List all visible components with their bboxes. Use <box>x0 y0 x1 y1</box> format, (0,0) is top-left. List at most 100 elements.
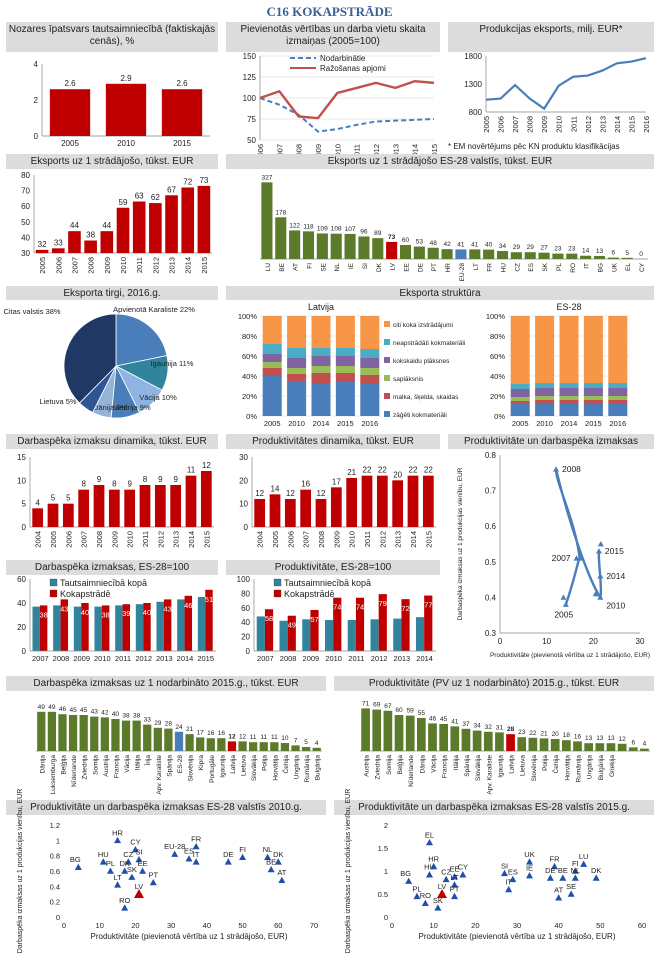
bar <box>405 715 415 751</box>
point-label: SI <box>501 861 508 870</box>
bar <box>217 738 226 751</box>
bar <box>47 711 57 751</box>
data-label: 14 <box>582 248 590 255</box>
stack-segment <box>608 396 628 400</box>
bar <box>122 604 131 651</box>
y-tick-label: 50 <box>21 218 30 227</box>
x-tick-label: 2015 <box>424 531 433 548</box>
stack-segment <box>360 368 380 375</box>
x-tick-label: Austrija <box>364 755 371 777</box>
stack-segment <box>559 316 579 383</box>
bar <box>289 230 301 259</box>
bar <box>62 503 74 527</box>
x-tick-label: 2007 <box>257 654 274 663</box>
legend-swatch <box>49 589 58 598</box>
data-label: 29 <box>513 244 521 251</box>
data-label: 12 <box>255 489 264 498</box>
y-tick-label: 0 <box>246 647 251 656</box>
x-tick-label: PT <box>431 263 438 271</box>
bar <box>640 748 649 751</box>
data-label: 67 <box>167 185 176 194</box>
data-label: 12 <box>239 733 247 740</box>
data-label: 73 <box>199 176 208 185</box>
y-tick-label: 1 <box>384 867 388 876</box>
point-label: IT <box>505 877 512 886</box>
point-label: SE <box>566 882 576 891</box>
x-tick-label: 2004 <box>256 531 265 548</box>
y-tick-label: 0 <box>34 132 39 141</box>
data-label: 45 <box>69 707 77 714</box>
bar <box>81 603 89 651</box>
data-label: 4 <box>315 740 319 747</box>
data-label: 43 <box>60 604 68 613</box>
data-label: 55 <box>418 710 426 717</box>
data-label: 13 <box>585 735 593 742</box>
bar <box>539 738 549 751</box>
bar <box>573 741 582 751</box>
point-label: HR <box>428 854 439 863</box>
x-tick-label: 30 <box>167 921 175 930</box>
x-tick-label: SK <box>542 262 549 271</box>
bar <box>330 233 342 259</box>
data-label: 18 <box>563 732 571 739</box>
x-tick-label: 2010 <box>117 139 135 148</box>
data-label: 13 <box>596 248 604 255</box>
bar <box>496 251 509 259</box>
y-tick-label: 20 <box>239 476 248 485</box>
point <box>131 846 139 853</box>
data-label: 43 <box>91 709 99 716</box>
stack-segment <box>311 383 331 416</box>
point-label: 2007 <box>552 553 571 563</box>
data-label: 72 <box>183 177 192 186</box>
c4-svg: 30 40 50 60 70 80 32 2005 33 2006 44 2007 38 2008 44 20… <box>21 171 212 274</box>
stack-segment <box>510 389 530 397</box>
x-tick-label: 2014 <box>187 531 196 548</box>
stack-segment <box>360 358 380 368</box>
data-label: 11 <box>187 466 196 475</box>
bar <box>439 724 449 751</box>
y-tick-label: 100% <box>486 312 506 321</box>
legend-label: Tautsaimniecībā kopā <box>60 578 147 588</box>
x-tick-label: 2015 <box>197 654 214 663</box>
stack-segment <box>311 316 331 348</box>
data-label: 59 <box>119 198 128 207</box>
data-label: 63 <box>135 192 144 201</box>
bar <box>93 485 105 527</box>
slice-label: Zviedrija 9% <box>109 403 151 412</box>
bar <box>302 231 315 259</box>
bar <box>177 599 185 651</box>
point-label: 2015 <box>605 546 624 556</box>
x-tick-label: Slovākija <box>475 755 482 781</box>
x-tick-label: 2015 <box>337 419 354 428</box>
point <box>509 875 517 883</box>
point-label: DE <box>223 850 233 859</box>
x-tick-label: 2013 <box>394 531 403 548</box>
y-tick-label: 0.8 <box>485 451 497 460</box>
c11-panel: Darbaspēka izmaksas, ES-28=100 0 20 40 60 38 2… <box>6 560 218 672</box>
bar <box>495 732 504 751</box>
bar <box>58 714 67 751</box>
x-tick-label: UK <box>611 262 618 272</box>
data-label: 9 <box>173 475 178 484</box>
x-axis-label: Produktivitāte (pievienotā vērtība uz 1 … <box>91 932 288 941</box>
bar <box>254 499 266 527</box>
y-tick-label: 20% <box>242 392 257 401</box>
data-label: 13 <box>607 735 615 742</box>
bar <box>79 715 88 751</box>
bar <box>84 240 97 253</box>
stack-segment <box>335 366 355 373</box>
bar <box>383 710 393 751</box>
bar <box>196 737 205 751</box>
x-tick-label: 2006 <box>497 116 506 133</box>
data-label: 69 <box>373 702 381 709</box>
x-tick-label: 2008 <box>280 654 297 663</box>
point-label: IE <box>526 864 533 873</box>
x-tick-label: Īrija <box>144 755 152 766</box>
bar <box>256 616 265 651</box>
bar <box>355 597 365 651</box>
data-label: 96 <box>360 229 368 236</box>
data-label: 51 <box>205 595 213 604</box>
bar <box>197 597 206 651</box>
point <box>501 869 508 877</box>
data-label: 46 <box>184 601 192 610</box>
